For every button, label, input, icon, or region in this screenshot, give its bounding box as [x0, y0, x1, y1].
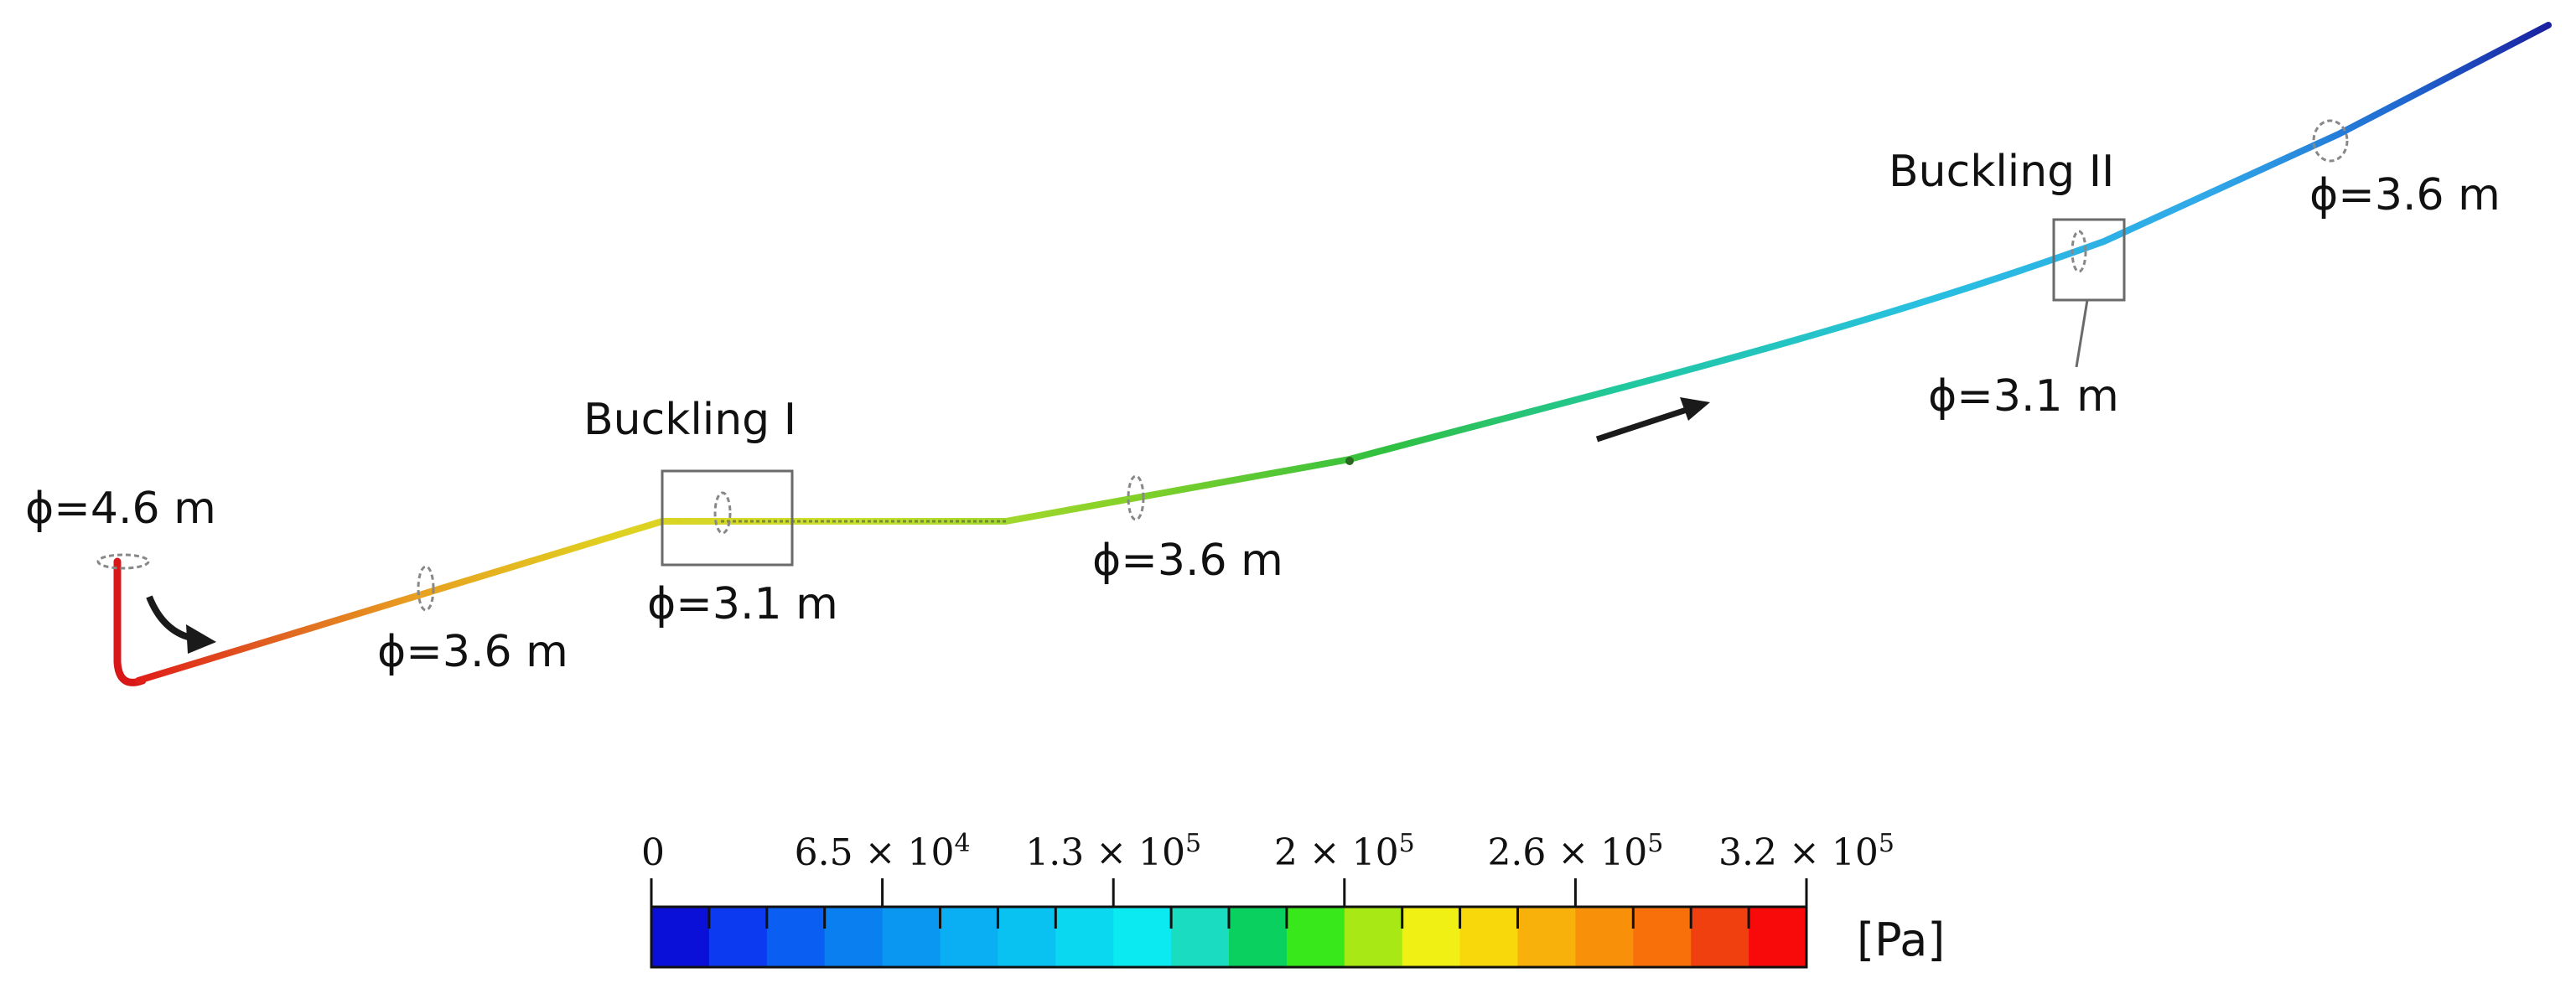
- colorbar-cell: [1517, 907, 1576, 967]
- pipe-body: [135, 22, 2552, 684]
- colorbar-cell: [1633, 907, 1692, 967]
- colorbar-tick-label: 6.5 × 104: [795, 829, 971, 874]
- colorbar-ticks: [650, 878, 1808, 929]
- colorbar-cell: [1344, 907, 1403, 967]
- buckling-1-box: [661, 469, 794, 567]
- buckling-1-label: Buckling I: [583, 395, 796, 445]
- colorbar-cell: [1575, 907, 1634, 967]
- pipeline: [113, 22, 2552, 686]
- flow-arrow-inlet: [146, 595, 216, 654]
- colorbar-tick-label: 1.3 × 105: [1025, 829, 1201, 874]
- colorbar-cell: [766, 907, 826, 967]
- seg-c-diameter-label: ϕ=3.6 m: [2309, 170, 2501, 220]
- seg-b-diameter-label: ϕ=3.6 m: [1092, 536, 1283, 586]
- inlet-diameter-label: ϕ=4.6 m: [25, 484, 216, 534]
- colorbar-cell: [1402, 907, 1461, 967]
- inlet-vertical-pipe: [113, 557, 147, 686]
- buckle-1-diameter-label: ϕ=3.1 m: [647, 579, 838, 629]
- colorbar-tick-label: 2 × 105: [1274, 829, 1415, 874]
- colorbar-cell: [1229, 907, 1288, 967]
- pipe-node: [1345, 457, 1354, 465]
- colorbar-cell: [708, 907, 768, 967]
- colorbar-unit-label: [Pa]: [1857, 914, 1945, 966]
- buckling-2-label: Buckling II: [1889, 147, 2114, 197]
- colorbar-cell: [998, 907, 1056, 967]
- colorbar-cell: [1171, 907, 1230, 967]
- colorbar: 0 6.5 × 104 1.3 × 105 2 × 105 2.6 × 105 3.2 …: [641, 829, 1945, 969]
- colorbar-tick-labels: 6.5 × 104 1.3 × 105 2 × 105 2.6 × 105 3.2 × …: [795, 829, 1894, 874]
- cross-section-seg-a: [417, 565, 435, 612]
- seg-a-diameter-label: ϕ=3.6 m: [377, 627, 568, 677]
- colorbar-min-label: 0: [641, 831, 665, 874]
- cross-section-seg-c: [2312, 119, 2349, 163]
- colorbar-cell: [1286, 907, 1345, 967]
- cross-section-buckle-1: [713, 491, 732, 535]
- colorbar-cell: [940, 907, 998, 967]
- colorbar-cell: [1055, 907, 1114, 967]
- colorbar-cells: [651, 907, 1807, 967]
- colorbar-cell: [651, 907, 710, 967]
- colorbar-tick-label: 3.2 × 105: [1718, 829, 1894, 874]
- colorbar-cell: [824, 907, 884, 967]
- inlet-cross-section: [96, 553, 150, 570]
- colorbar-cell: [1691, 907, 1749, 967]
- cross-section-buckle-2: [2071, 230, 2087, 273]
- buckling-2-leader-line: [2075, 299, 2089, 368]
- buckling-2-box: [2052, 218, 2126, 302]
- colorbar-cell: [1749, 907, 1807, 967]
- colorbar-tick-label: 2.6 × 105: [1487, 829, 1663, 874]
- buckle-2-diameter-label: ϕ=3.1 m: [1928, 371, 2119, 422]
- cross-sections: [96, 119, 2349, 612]
- colorbar-cell: [1459, 907, 1518, 967]
- cross-section-seg-b: [1127, 474, 1145, 521]
- flow-arrow-mid: [1595, 397, 1710, 443]
- colorbar-cell: [1113, 907, 1172, 967]
- colorbar-cell: [882, 907, 941, 967]
